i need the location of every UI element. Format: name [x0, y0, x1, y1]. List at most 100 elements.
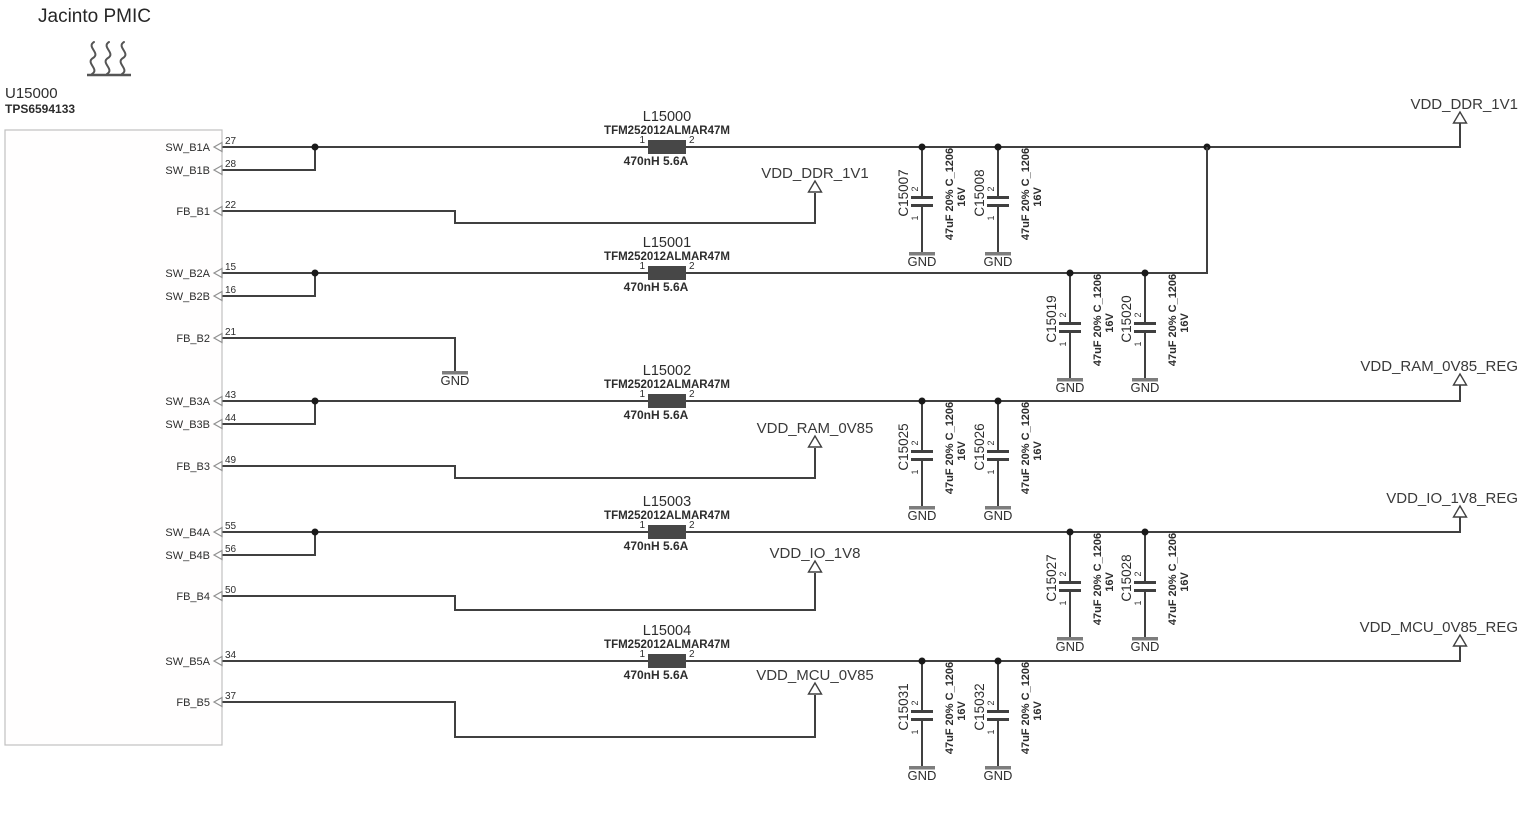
capacitor-plate [911, 196, 933, 199]
capacitor-plate [911, 710, 933, 713]
pin-arrow-icon [212, 549, 223, 561]
capacitor-refdes: C15028 [1119, 554, 1134, 601]
capacitor-refdes: C15032 [972, 683, 987, 730]
inductor-refdes: L15004 [643, 623, 691, 639]
wire-sw-b2b [222, 273, 316, 297]
net-label: VDD_IO_1V8_REG [1386, 490, 1518, 507]
pin-number: 28 [225, 159, 237, 170]
pin-arrow-icon [212, 696, 223, 708]
capacitor-plate [911, 204, 933, 207]
wire-fb-b4 [222, 573, 816, 611]
gnd-symbol [985, 766, 1011, 770]
pin-arrow-icon [212, 290, 223, 302]
junction-dot [1066, 528, 1074, 536]
pin-arrow-icon [212, 655, 223, 667]
pin-arrow-icon [212, 205, 223, 217]
inductor-body [648, 266, 686, 280]
capacitor-pin-number: 2 [986, 700, 996, 705]
capacitor-pin-number: 1 [986, 729, 996, 734]
capacitor-pin-number: 1 [910, 729, 920, 734]
inductor-body [648, 140, 686, 154]
capacitor-value: 47uF 20% C_1206 [1092, 274, 1104, 366]
pin-arrow-icon [212, 267, 223, 279]
inductor-part: TFM252012ALMAR47M [604, 251, 730, 263]
inductor-body [648, 654, 686, 668]
inductor-pin-number: 1 [639, 649, 645, 660]
wire-sw-b3b [222, 401, 316, 425]
pin-arrow-icon [212, 395, 223, 407]
capacitor-voltage: 16V [1032, 187, 1044, 207]
capacitor-pin-number: 2 [910, 186, 920, 191]
wire-sw-b4b [222, 532, 316, 556]
thermal-icon [119, 41, 127, 75]
pin-arrow-icon [212, 526, 223, 538]
pin-label: SW_B2A [165, 268, 210, 280]
capacitor-voltage: 16V [1104, 313, 1116, 333]
gnd-symbol [909, 252, 935, 256]
pin-label: FB_B3 [176, 461, 210, 473]
net-label: VDD_MCU_0V85_REG [1360, 619, 1518, 636]
inductor-refdes: L15001 [643, 235, 691, 251]
capacitor-plate [1059, 581, 1081, 584]
capacitor-pin-number: 2 [1133, 571, 1143, 576]
pin-number: 56 [225, 544, 237, 555]
capacitor-value: 47uF 20% C_1206 [944, 148, 956, 240]
capacitor-plate [1134, 330, 1156, 333]
net-arrow-icon [1452, 504, 1468, 518]
inductor-pin-number: 1 [639, 261, 645, 272]
inductor-value: 470nH 5.6A [624, 539, 689, 553]
net-arrow-icon [807, 434, 823, 448]
capacitor-pin-number: 1 [910, 469, 920, 474]
wire-sw-b5 [222, 646, 1461, 662]
gnd-label: GND [1056, 639, 1085, 654]
inductor-pin-number: 2 [689, 649, 695, 660]
net-label: VDD_MCU_0V85 [756, 667, 874, 684]
pin-arrow-icon [212, 418, 223, 430]
wire-fb-b1 [222, 193, 816, 224]
capacitor-refdes: C15007 [896, 169, 911, 216]
capacitor-plate [987, 196, 1009, 199]
gnd-label: GND [984, 254, 1013, 269]
inductor-part: TFM252012ALMAR47M [604, 510, 730, 522]
inductor-body [648, 394, 686, 408]
net-label: VDD_IO_1V8 [770, 545, 861, 562]
capacitor-voltage: 16V [1032, 701, 1044, 721]
capacitor-voltage: 16V [1104, 572, 1116, 592]
gnd-label: GND [441, 373, 470, 388]
gnd-label: GND [984, 768, 1013, 783]
pin-label: SW_B1A [165, 142, 210, 154]
inductor-pin-number: 2 [689, 389, 695, 400]
gnd-symbol [442, 371, 468, 375]
junction-dot [994, 657, 1002, 665]
capacitor-pin-number: 1 [910, 215, 920, 220]
junction-dot [994, 397, 1002, 405]
junction-dot [1141, 269, 1149, 277]
capacitor-refdes: C15019 [1044, 295, 1059, 342]
junction-dot [994, 143, 1002, 151]
pin-arrow-icon [212, 164, 223, 176]
capacitor-plate [987, 204, 1009, 207]
pin-number: 49 [225, 455, 237, 466]
inductor-body [648, 525, 686, 539]
capacitor-plate [1134, 322, 1156, 325]
junction-dot [311, 143, 319, 151]
inductor-part: TFM252012ALMAR47M [604, 639, 730, 651]
junction-dot [1066, 269, 1074, 277]
inductor-pin-number: 1 [639, 135, 645, 146]
junction-dot [918, 397, 926, 405]
thermal-icon [104, 41, 112, 75]
pin-arrow-icon [212, 590, 223, 602]
thermal-icon [89, 41, 97, 75]
capacitor-plate [911, 718, 933, 721]
junction-dot [1141, 528, 1149, 536]
gnd-label: GND [1131, 380, 1160, 395]
pin-number: 44 [225, 413, 237, 424]
capacitor-value: 47uF 20% C_1206 [1092, 533, 1104, 625]
capacitor-pin-number: 1 [1133, 600, 1143, 605]
capacitor-value: 47uF 20% C_1206 [944, 662, 956, 754]
inductor-value: 470nH 5.6A [624, 668, 689, 682]
ic-body [4, 129, 223, 746]
wire-sw-b2 [222, 147, 1208, 274]
